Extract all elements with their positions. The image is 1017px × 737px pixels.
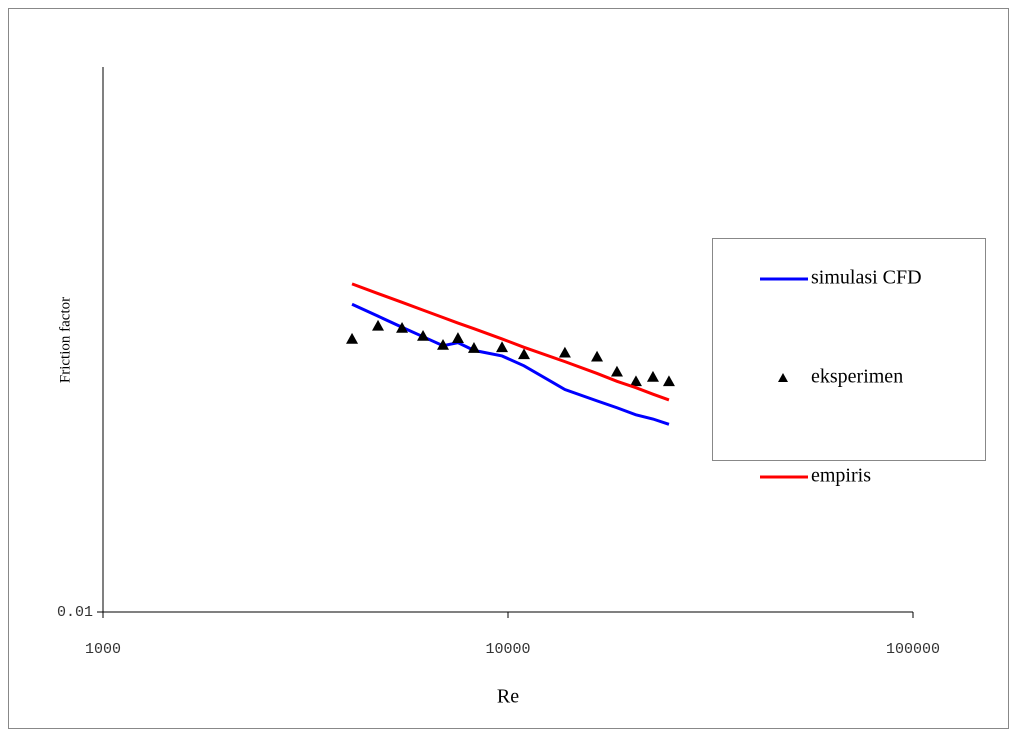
series-line	[352, 284, 669, 400]
legend-label: simulasi CFD	[811, 267, 922, 289]
x-tick-label: 100000	[886, 641, 940, 658]
x-tick-label: 10000	[485, 641, 530, 658]
data-point	[396, 322, 408, 333]
data-point	[647, 371, 659, 382]
legend-label: eksperimen	[811, 366, 903, 388]
y-tick-label: 0.01	[57, 604, 93, 621]
data-point	[496, 341, 508, 352]
data-point	[630, 375, 642, 386]
chart: Re Friction factor 1000 10000 100000 0.01 si…	[0, 0, 1017, 737]
data-point	[346, 333, 358, 344]
data-point	[452, 332, 464, 343]
y-axis-label: Friction factor	[57, 297, 73, 383]
data-point	[559, 347, 571, 358]
series-line	[352, 304, 669, 424]
x-tick-label: 1000	[85, 641, 121, 658]
data-point	[372, 320, 384, 331]
x-axis-label: Re	[497, 686, 519, 708]
data-point	[591, 351, 603, 362]
legend-label: empiris	[811, 465, 871, 487]
data-point	[611, 366, 623, 377]
data-point	[663, 375, 675, 386]
